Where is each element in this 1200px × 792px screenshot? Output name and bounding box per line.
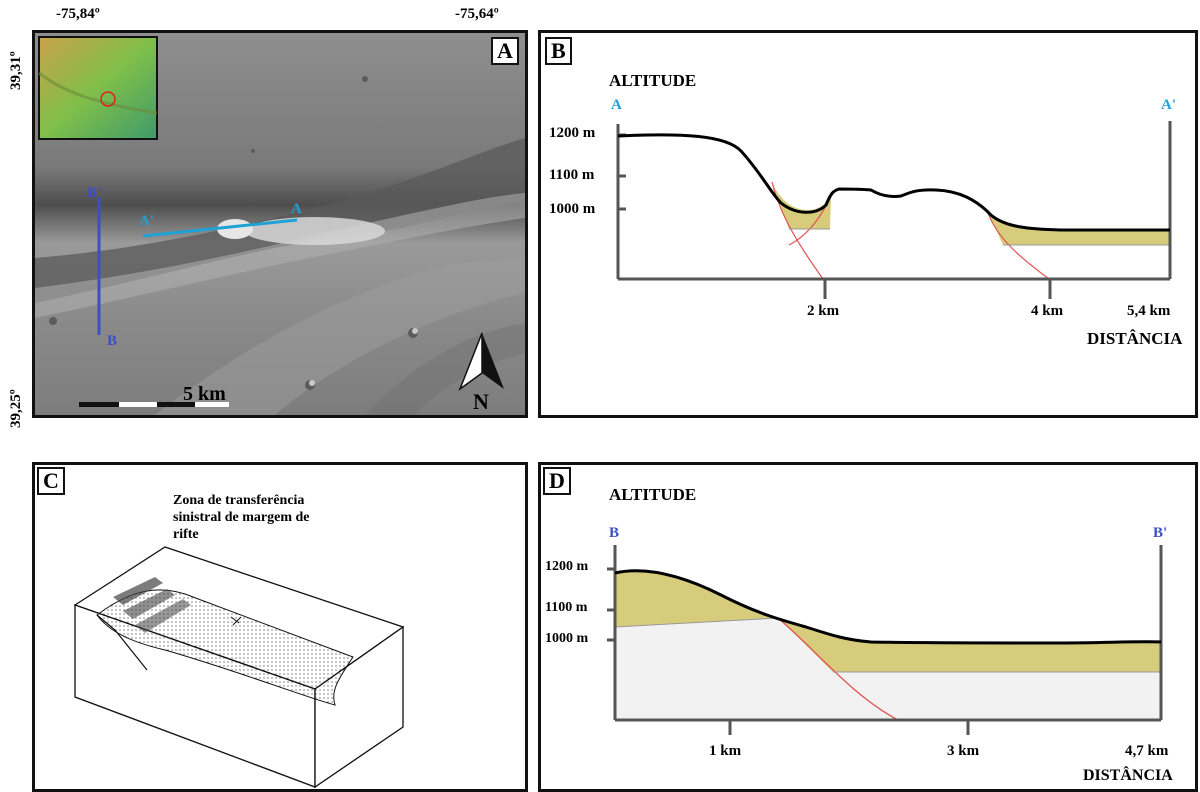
x-tick-3km: 3 km xyxy=(947,743,980,759)
caption-line-1: Zona de transferência xyxy=(173,493,305,508)
lat-bottom-label: 39,25º xyxy=(8,389,24,428)
panel-c-tag: C xyxy=(37,467,65,495)
lon-right-label: -75,64º xyxy=(455,6,499,22)
caption-line-3: rifte xyxy=(173,527,199,542)
lon-left-label: -75,84º xyxy=(56,6,100,22)
deposit-fill-left xyxy=(615,570,778,627)
y-tick-1000: 1000 m xyxy=(549,201,596,217)
profile-bb-start-label: B' xyxy=(87,185,102,201)
y-tick-1100: 1100 m xyxy=(549,167,595,183)
x-axis-title: DISTÂNCIA xyxy=(1083,767,1173,784)
north-label: N xyxy=(473,389,489,414)
x-tick-5-4km: 5,4 km xyxy=(1127,303,1171,319)
profile-start-label: A xyxy=(611,97,622,113)
profile-end-label: B' xyxy=(1153,525,1168,541)
panel-b-profile-aa: B ALTITUDE A A' 1200 m 1100 m 1000 m 2 k… xyxy=(538,30,1198,418)
profile-end-label: A' xyxy=(1161,97,1176,113)
deposit-fill-1 xyxy=(772,182,831,229)
lat-top-label: 39,31º xyxy=(8,51,24,90)
topographic-profile-line xyxy=(614,569,1162,645)
panel-d-tag: D xyxy=(543,467,571,495)
caption-line-2: sinistral de margem de xyxy=(173,510,310,525)
profile-line-aa xyxy=(142,218,298,238)
deposit-fill-2 xyxy=(987,210,1170,245)
x-axis-title: DISTÂNCIA xyxy=(1087,329,1183,348)
profile-aa-end-label: A xyxy=(291,201,302,217)
fault-line-3 xyxy=(986,209,1050,280)
y-tick-1000: 1000 m xyxy=(545,631,589,646)
deposit-fill-right xyxy=(778,618,1161,672)
profile-aa-chart xyxy=(616,121,1172,299)
x-tick-1km: 1 km xyxy=(709,743,742,759)
panel-d-profile-bb: D ALTITUDE B B' 1200 m 1100 m 1000 m 1 k… xyxy=(538,462,1198,792)
profile-aa-start-label: A' xyxy=(139,213,154,229)
topographic-profile-line xyxy=(617,133,1170,232)
panel-c-block-diagram: C Zona de transferência sinistral de mar… xyxy=(32,462,528,792)
x-tick-4-7km: 4,7 km xyxy=(1125,743,1169,759)
fault-line-1 xyxy=(771,181,824,280)
profile-bb-chart xyxy=(607,545,1163,735)
y-tick-1200: 1200 m xyxy=(549,125,596,141)
satellite-map xyxy=(35,33,525,415)
profile-bb-end-label: B xyxy=(107,333,118,349)
panel-a-satellite-image: A B' B A' A 5 km N xyxy=(32,30,528,418)
x-tick-2km: 2 km xyxy=(807,303,840,319)
y-tick-1100: 1100 m xyxy=(545,600,588,615)
scale-bar-label: 5 km xyxy=(183,383,226,405)
panel-b-tag: B xyxy=(545,37,572,65)
x-tick-4km: 4 km xyxy=(1031,303,1064,319)
y-axis-title: ALTITUDE xyxy=(609,485,697,504)
block-diagram xyxy=(73,546,405,789)
context-inset-map xyxy=(38,36,158,140)
profile-start-label: B xyxy=(609,525,620,541)
location-circle xyxy=(100,91,116,107)
y-tick-1200: 1200 m xyxy=(545,559,589,574)
y-axis-title: ALTITUDE xyxy=(609,71,697,90)
panel-a-tag: A xyxy=(491,37,519,65)
